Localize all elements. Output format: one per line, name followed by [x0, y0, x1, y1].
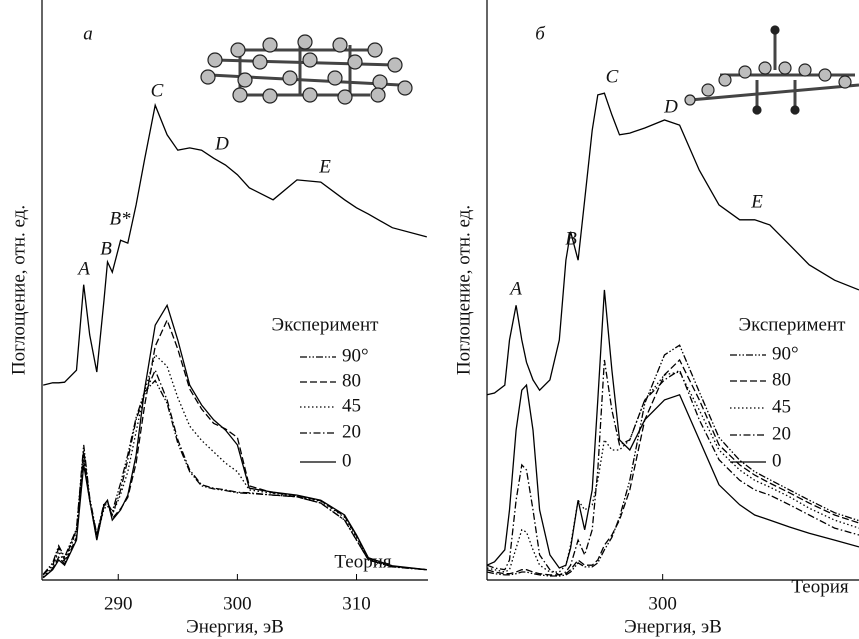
spectrum-line: [486, 92, 859, 396]
annotation: Теория: [791, 576, 848, 597]
annotation: A: [76, 258, 90, 279]
annotation: A: [508, 278, 522, 299]
legend-label: 80: [342, 370, 361, 391]
legend-label: 0: [342, 450, 352, 471]
legend-label: 90°: [772, 343, 799, 364]
x-tick-label: 310: [342, 593, 371, 614]
legend-label: 20: [342, 421, 361, 442]
spectrum-line: [486, 359, 859, 576]
annotation: B: [100, 238, 112, 259]
legend-label: 80: [772, 369, 791, 390]
spectrum-line: [42, 353, 427, 578]
molecule-b: [684, 25, 859, 115]
annotation: б: [535, 23, 546, 44]
annotation: а: [83, 23, 93, 44]
spectrum-line: [486, 358, 859, 576]
legend-label: 45: [772, 396, 791, 417]
annotation: C: [151, 80, 164, 101]
annotation: D: [663, 96, 678, 117]
y-axis-label: Поглощение, отн. ед.: [453, 205, 474, 375]
spectrum-line: [42, 318, 427, 579]
x-tick-label: 300: [223, 593, 252, 614]
spectrum-line: [42, 303, 427, 579]
y-axis-label: Поглощение, отн. ед.: [8, 205, 29, 375]
annotation: E: [750, 191, 763, 212]
annotation: D: [214, 133, 229, 154]
legend-title: Эксперимент: [272, 314, 380, 335]
x-tick-label: 300: [648, 593, 677, 614]
legend-title: Эксперимент: [739, 314, 847, 335]
legend-label: 45: [342, 395, 361, 416]
x-axis-label: Энергия, эВ: [624, 616, 722, 637]
annotation: B: [565, 228, 577, 249]
molecule-a: [200, 34, 413, 105]
spectrum-line: [486, 289, 859, 569]
legend-label: 90°: [342, 345, 369, 366]
x-tick-label: 290: [104, 593, 133, 614]
legend-label: 0: [772, 450, 782, 471]
annotation: B*: [109, 208, 131, 229]
annotation: E: [318, 156, 331, 177]
spectrum-line: [42, 368, 427, 576]
annotation: C: [606, 66, 619, 87]
spectrum-line: [42, 379, 427, 575]
x-axis-label: Энергия, эВ: [186, 616, 284, 637]
spectrum-line: [486, 371, 859, 573]
legend-label: 20: [772, 423, 791, 444]
spectrum-line: [486, 344, 859, 577]
annotation: Теория: [334, 551, 391, 572]
spectrum-line: [43, 102, 427, 386]
